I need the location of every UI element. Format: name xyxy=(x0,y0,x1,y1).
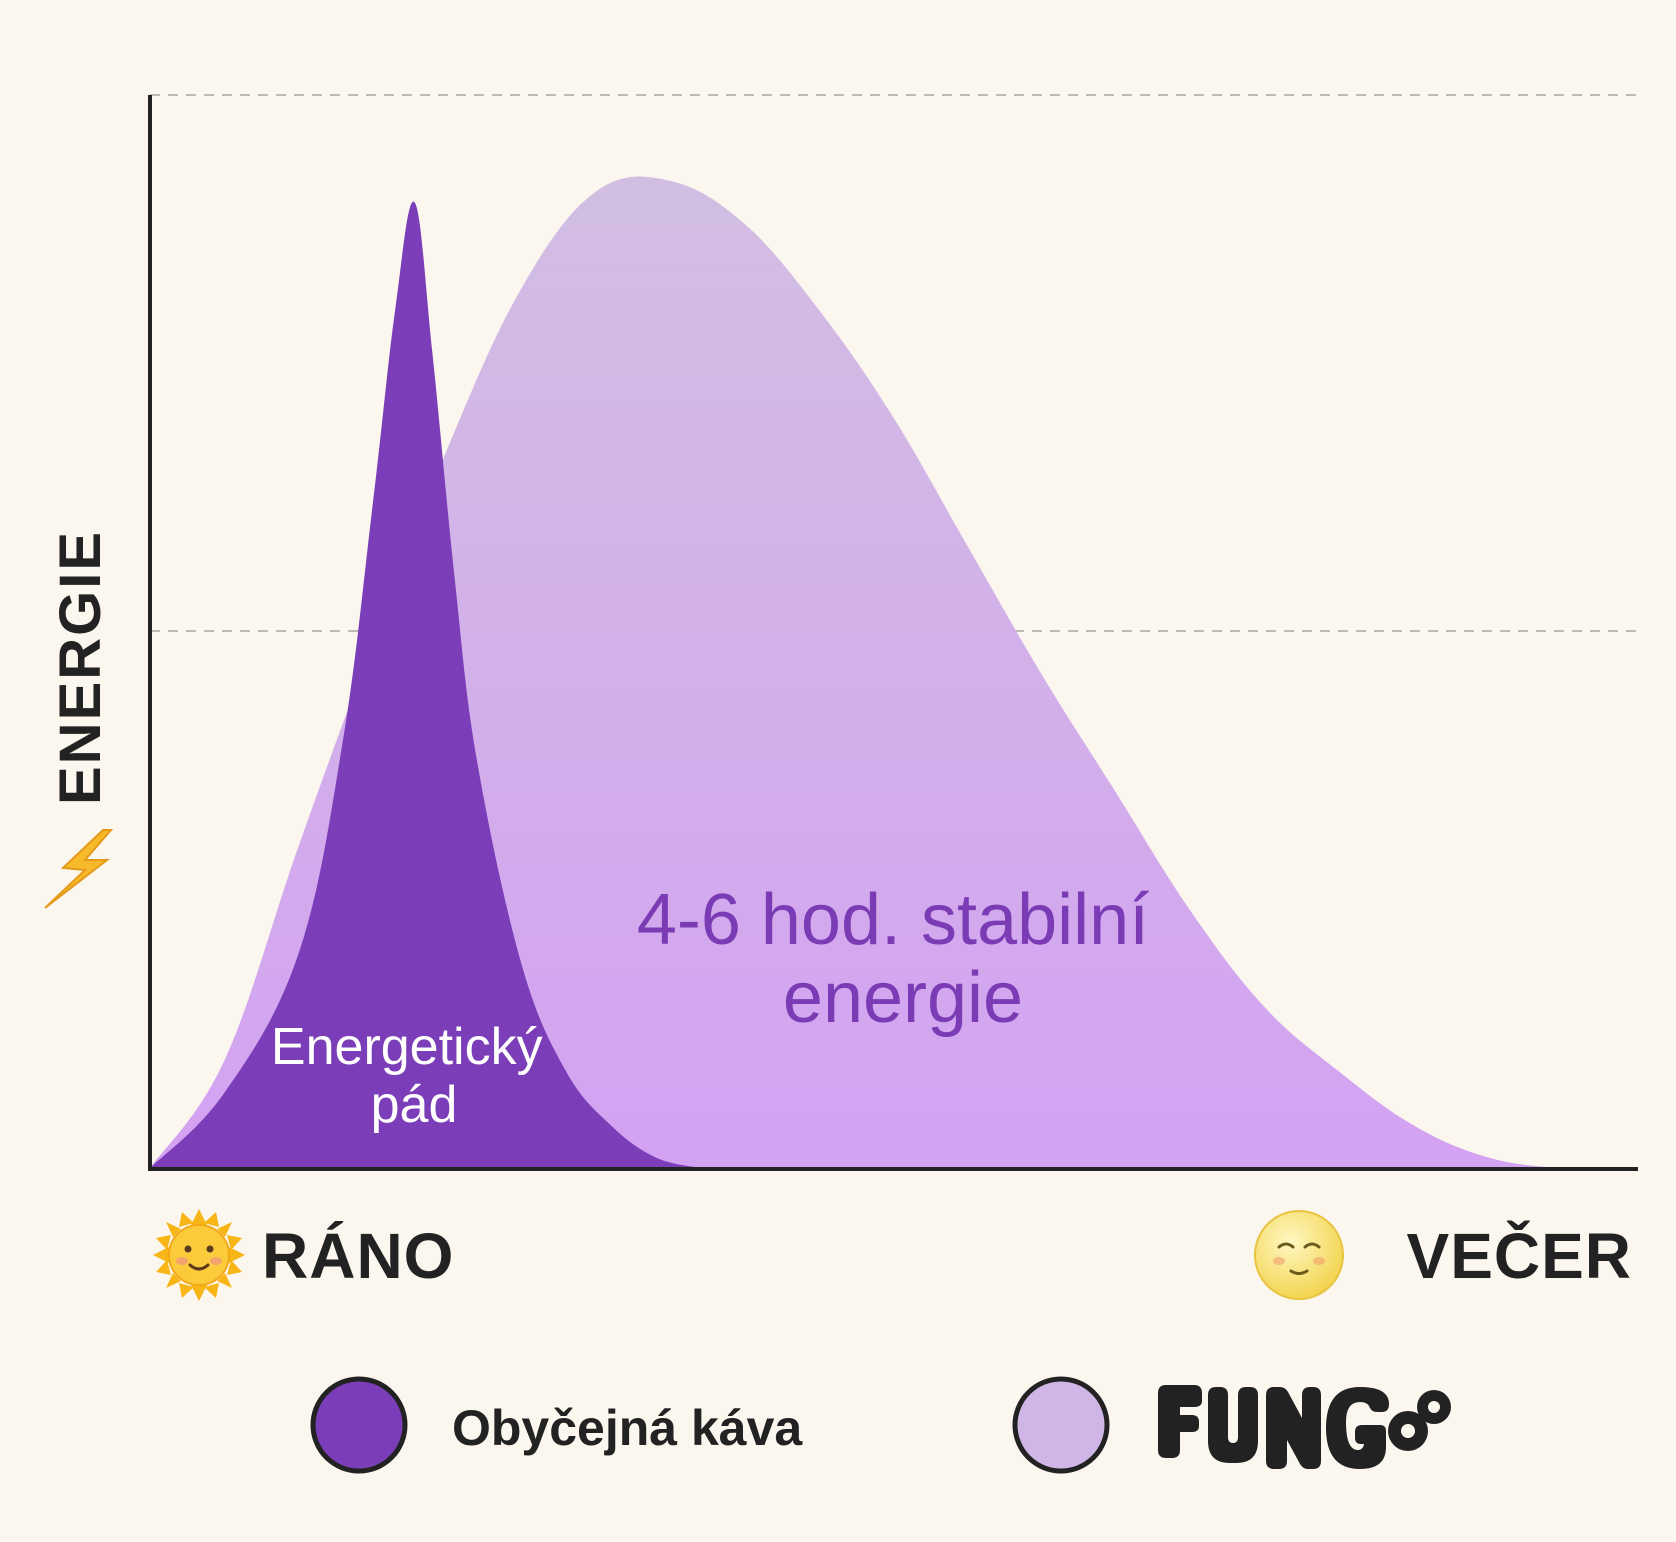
y-axis-label: ENERGIE xyxy=(48,530,113,805)
annotation-stable-energy-line-2: energie xyxy=(783,958,1023,1038)
full-moon-face-icon xyxy=(1254,1210,1344,1300)
annotation-energy-crash: Energetický pád xyxy=(271,1018,557,1134)
legend-swatch-fungee xyxy=(1012,1376,1110,1474)
legend-label-regular-coffee: Obyčejná káva xyxy=(452,1400,803,1456)
annotation-energy-crash-line-2: pád xyxy=(371,1076,458,1134)
annotation-energy-crash-line-1: Energetický xyxy=(271,1018,543,1076)
annotation-stable-energy-line-1: 4-6 hod. stabilní xyxy=(637,880,1149,960)
annotation-stable-energy: 4-6 hod. stabilní energie xyxy=(637,880,1169,1038)
legend: Obyčejná káva xyxy=(310,1376,1451,1474)
x-end-label: VEČER xyxy=(1407,1219,1633,1292)
sun-face-icon xyxy=(153,1209,245,1301)
series-area-regular-coffee xyxy=(150,201,700,1168)
y-axis-label-text: ENERGIE xyxy=(48,530,113,805)
lightning-icon xyxy=(44,829,114,909)
x-start-label: RÁNO xyxy=(262,1220,454,1292)
series-area-fungee xyxy=(150,176,1636,1169)
fungee-logo xyxy=(1158,1385,1451,1469)
legend-swatch-regular-coffee xyxy=(310,1376,408,1474)
